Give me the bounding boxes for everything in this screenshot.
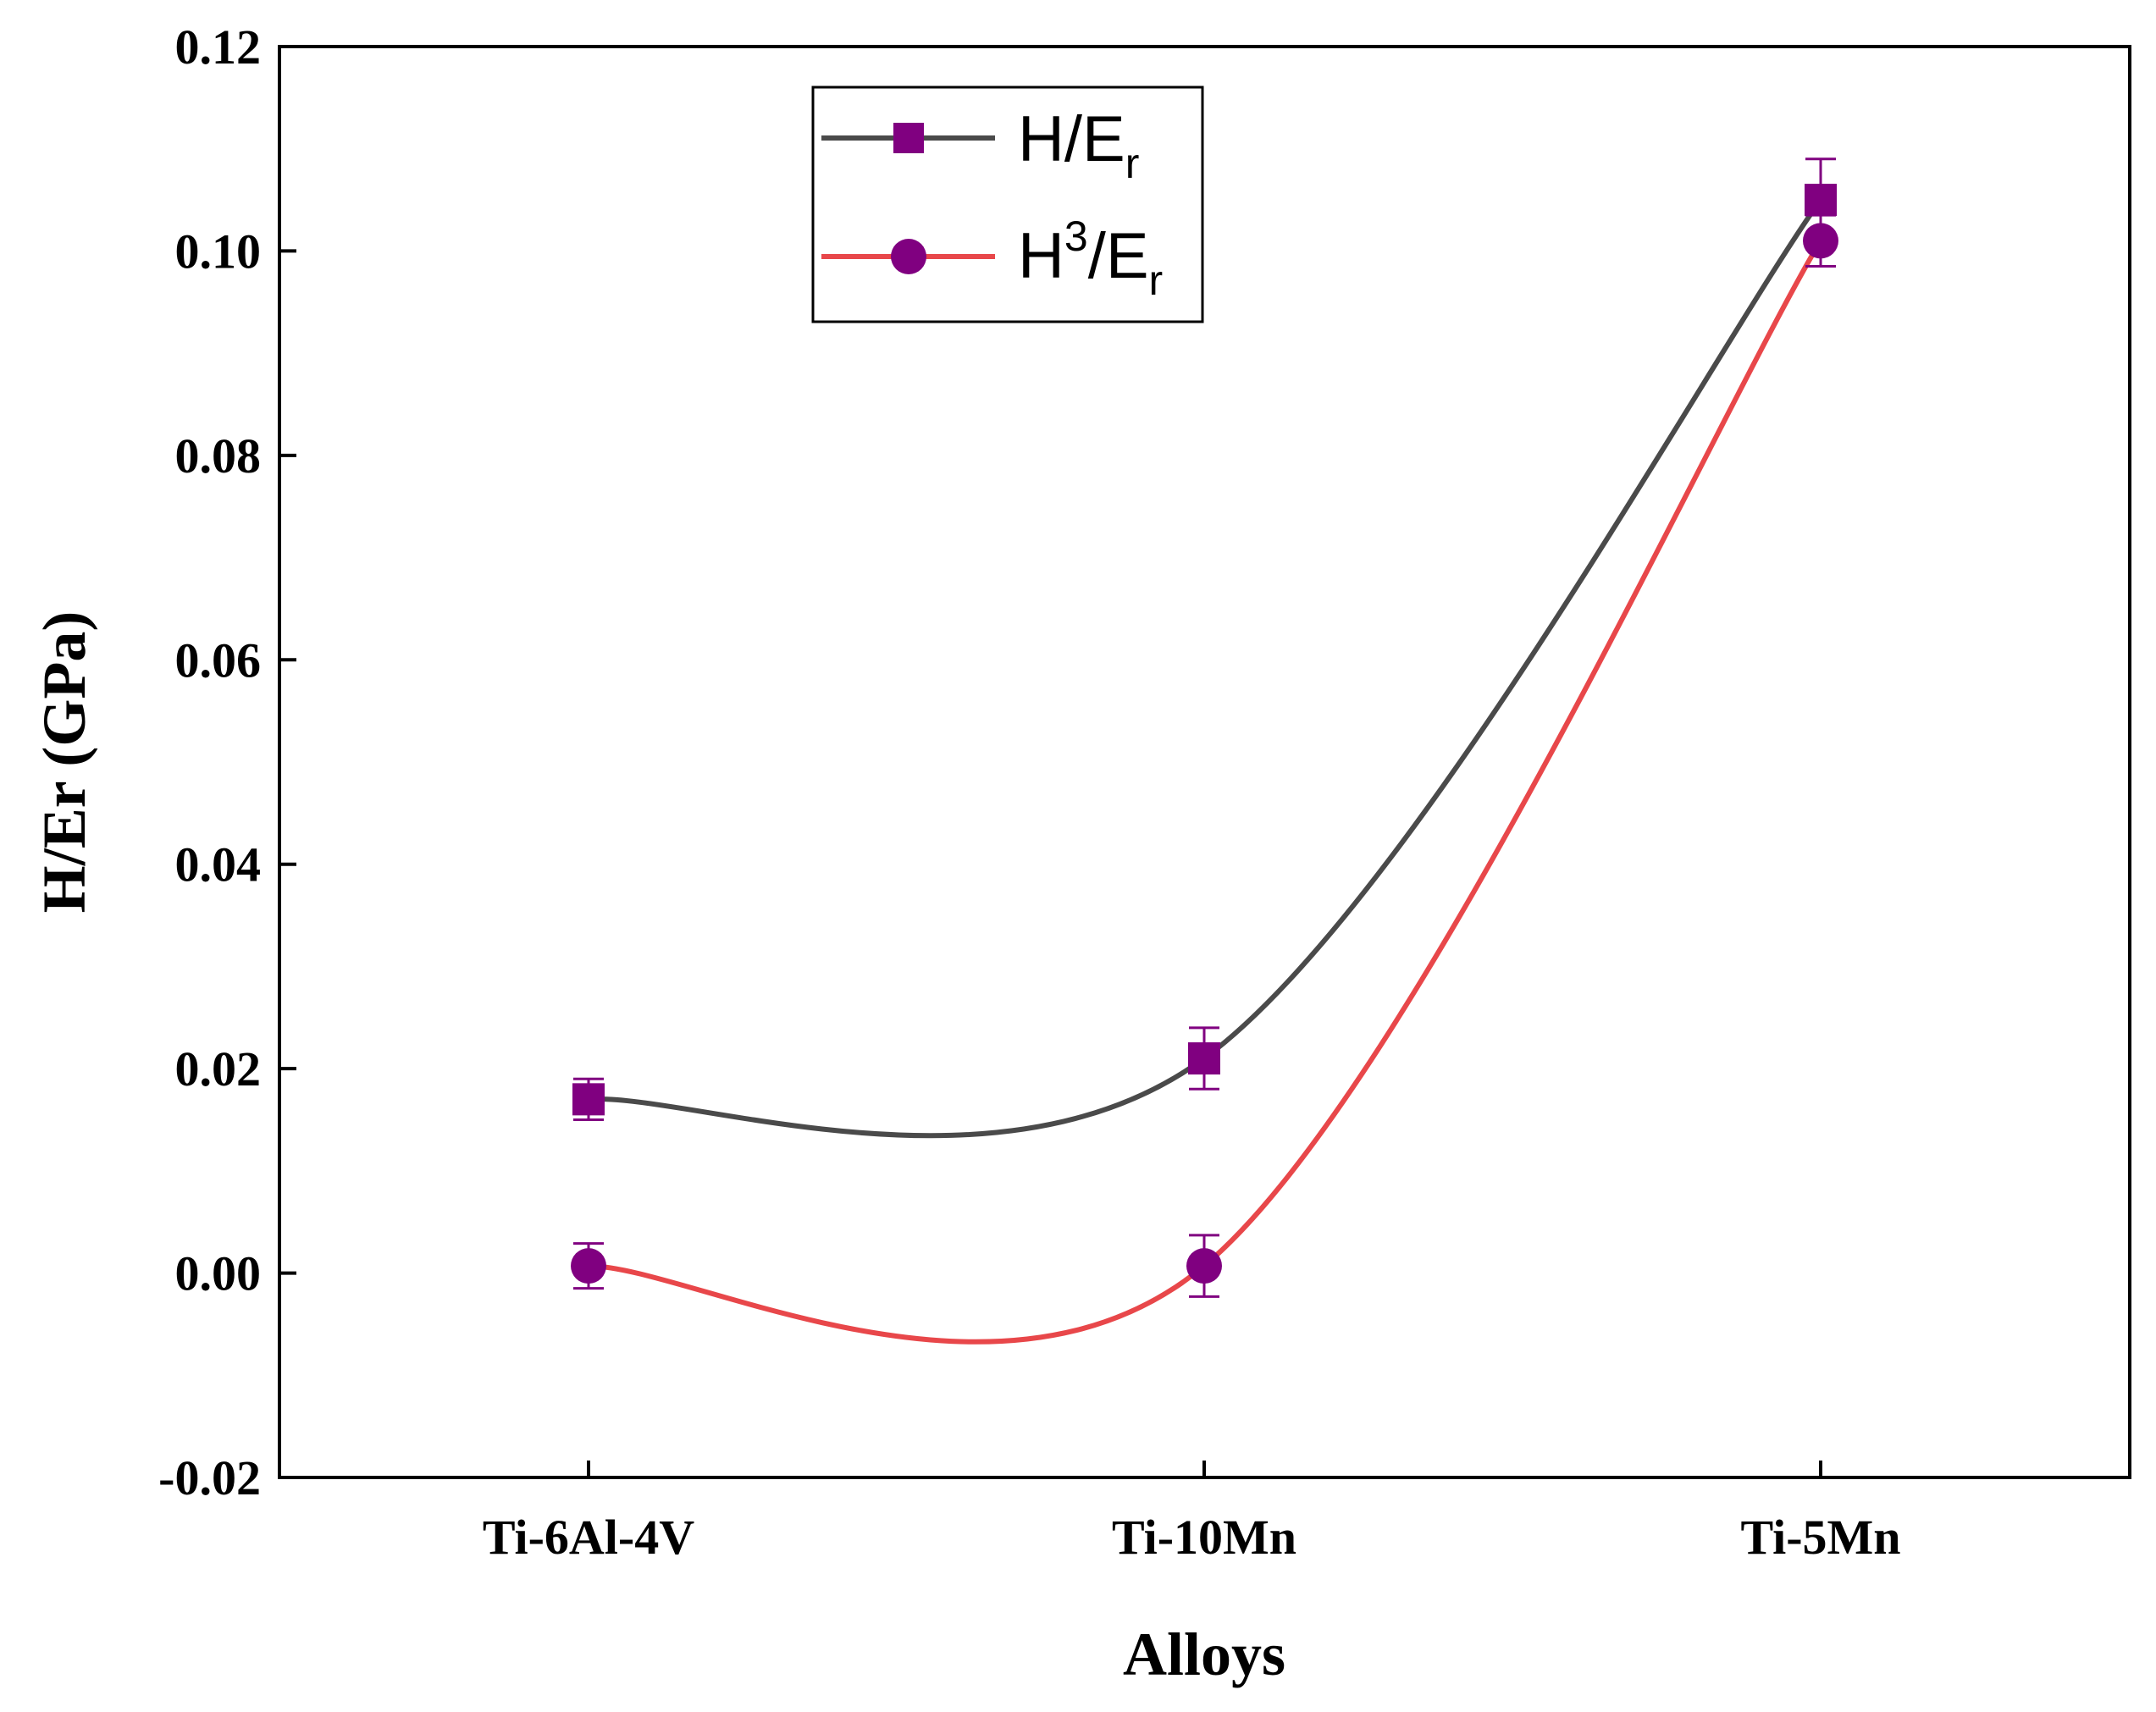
legend-box xyxy=(811,86,1204,323)
legend-label-h3-er-tail: /E xyxy=(1088,220,1149,292)
y-tick-label: -0.02 xyxy=(158,1450,261,1505)
data-point-circle xyxy=(1186,1248,1222,1284)
markers xyxy=(571,184,1838,1284)
data-point-square xyxy=(1805,184,1837,217)
y-tick-label: 0.02 xyxy=(175,1041,262,1096)
legend-marker-circle xyxy=(891,239,926,274)
data-point-square xyxy=(1188,1042,1220,1075)
x-axis-title: Alloys xyxy=(1123,1621,1285,1688)
y-tick-label: 0.10 xyxy=(175,224,262,279)
data-point-square xyxy=(572,1083,605,1116)
legend-marker-square xyxy=(893,123,924,153)
legend: H/Er H3/Er xyxy=(811,86,1204,323)
y-axis-title: H/Er (GPa) xyxy=(30,611,98,914)
legend-label-h3-er: H3/Er xyxy=(1018,213,1163,304)
y-tick-label: 0.12 xyxy=(175,19,262,75)
x-tick-label: Ti-5Mn xyxy=(1740,1510,1900,1565)
legend-label-h3-er-sub: r xyxy=(1149,257,1164,304)
data-point-circle xyxy=(1803,223,1838,259)
series-line-0 xyxy=(588,198,1823,1139)
x-tick-label: Ti-10Mn xyxy=(1112,1510,1296,1565)
y-tick-label: 0.06 xyxy=(175,632,262,688)
ticks: -0.02 0.00 0.02 0.04 0.06 0.08 0.10 0.12 Ti-6Al-… xyxy=(158,19,1900,1565)
series-line-1 xyxy=(588,239,1823,1345)
legend-label-h3-er-main: H xyxy=(1018,220,1064,292)
legend-label-h-er-sub: r xyxy=(1125,140,1140,187)
legend-label-h-er: H/Er xyxy=(1018,103,1139,187)
x-tick-label: Ti-6Al-4V xyxy=(483,1510,694,1565)
series-lines xyxy=(588,198,1823,1345)
y-tick-label: 0.08 xyxy=(175,428,262,483)
y-tick-label: 0.00 xyxy=(175,1246,262,1301)
legend-label-h-er-main: H/E xyxy=(1018,103,1125,175)
y-tick-label: 0.04 xyxy=(175,837,262,892)
data-point-circle xyxy=(571,1248,606,1284)
legend-label-h3-er-sup: 3 xyxy=(1064,213,1088,260)
